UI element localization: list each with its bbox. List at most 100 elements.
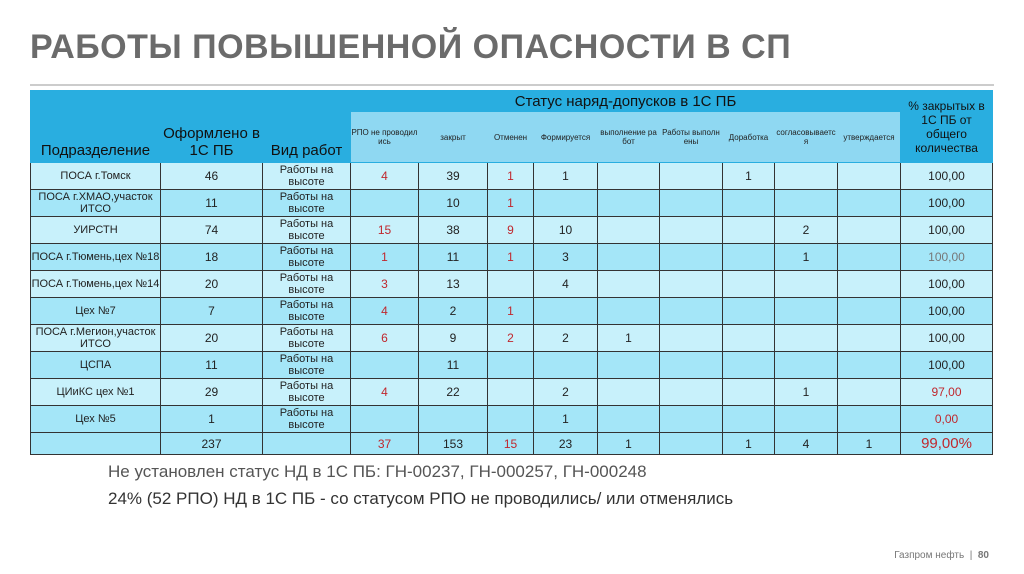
total-row: 237 37 153 15 23 1 1 4 1 99,00%: [30, 432, 994, 455]
status-cell: [597, 297, 660, 325]
status-cell: 1: [722, 162, 775, 190]
percent-cell: 100,00: [900, 216, 994, 244]
table-row: ПОСА г.Тюмень,цех №18 18 Работы на высоте 1…: [30, 243, 994, 271]
status-cell: [597, 378, 660, 406]
permits-table: Подразделение Оформлено в 1С ПБ Вид рабо…: [30, 90, 994, 455]
total-percent-cell: 99,00%: [900, 432, 994, 455]
total-status-cell: 37: [350, 432, 419, 455]
status-cell: 11: [418, 351, 488, 379]
status-cell: 13: [418, 270, 488, 298]
status-cell: [597, 216, 660, 244]
percent-cell: 100,00: [900, 162, 994, 190]
status-cell: 4: [350, 162, 419, 190]
registered-cell: 18: [160, 243, 263, 271]
status-cell: [597, 405, 660, 433]
status-cell: 11: [418, 243, 488, 271]
percent-cell: 100,00: [900, 351, 994, 379]
status-cell: 3: [350, 270, 419, 298]
unit-cell: ПОСА г.Тюмень,цех №14: [30, 270, 161, 298]
status-cell: 22: [418, 378, 488, 406]
status-cell: [597, 351, 660, 379]
work-type-cell: Работы на высоте: [262, 351, 351, 379]
work-type-cell: Работы на высоте: [262, 216, 351, 244]
header-percent: % закрытых в 1С ПБ от общего количества: [900, 90, 994, 163]
total-status-cell: 23: [533, 432, 598, 455]
table-row: Цех №5 1 Работы на высоте 1 0,00: [30, 405, 994, 433]
status-cell: [774, 297, 838, 325]
status-cell: [722, 324, 775, 352]
status-cell: [836, 189, 902, 217]
status-cell: [487, 378, 534, 406]
unit-cell: ПОСА г.Томск: [30, 162, 161, 190]
work-type-cell: Работы на высоте: [262, 270, 351, 298]
total-status-cell: 1: [722, 432, 775, 455]
status-cell: [722, 189, 775, 217]
work-type-cell: Работы на высоте: [262, 243, 351, 271]
status-cell: [836, 378, 902, 406]
status-cell: [659, 405, 723, 433]
percent-cell: 100,00: [900, 243, 994, 271]
status-cell: [836, 270, 902, 298]
unit-cell: ЦСПА: [30, 351, 161, 379]
unit-cell: Цех №7: [30, 297, 161, 325]
header-status-group: Статус наряд-допусков в 1С ПБ: [349, 90, 902, 112]
status-cell: [533, 297, 598, 325]
work-type-cell: Работы на высоте: [262, 324, 351, 352]
registered-cell: 20: [160, 270, 263, 298]
total-status-cell: 1: [597, 432, 660, 455]
status-cell: [418, 405, 488, 433]
status-cell: [722, 297, 775, 325]
status-cell: 9: [487, 216, 534, 244]
unit-cell: ПОСА г.ХМАО,участок ИТСО: [30, 189, 161, 217]
total-registered-cell: 237: [160, 432, 263, 455]
status-cell: 1: [597, 324, 660, 352]
status-cell: 3: [533, 243, 598, 271]
status-cell: [722, 378, 775, 406]
status-cell: [774, 162, 838, 190]
header-status: Формируется: [533, 111, 598, 163]
work-type-cell: Работы на высоте: [262, 189, 351, 217]
status-cell: 1: [774, 378, 838, 406]
status-cell: 6: [350, 324, 419, 352]
total-status-cell: 153: [418, 432, 488, 455]
status-cell: 1: [487, 162, 534, 190]
status-cell: 4: [350, 378, 419, 406]
header-work-type: Вид работ: [262, 90, 351, 163]
summary-note: 24% (52 РПО) НД в 1С ПБ - со статусом РП…: [108, 489, 734, 508]
table-row: ПОСА г.Томск 46 Работы на высоте 4 39 1 1 1 100,…: [30, 162, 994, 190]
page-number: 80: [977, 550, 989, 561]
percent-cell: 100,00: [900, 270, 994, 298]
total-status-cell: 1: [836, 432, 902, 455]
table-row: ЦИиКС цех №1 29 Работы на высоте 4 22 2 1 97,00: [30, 378, 994, 406]
status-cell: [722, 405, 775, 433]
registered-cell: 46: [160, 162, 263, 190]
status-cell: [774, 270, 838, 298]
status-cell: [659, 243, 723, 271]
table-row: Цех №7 7 Работы на высоте 4 2 1 100,00: [30, 297, 994, 325]
status-cell: 1: [533, 405, 598, 433]
status-cell: [597, 189, 660, 217]
table-row: УИРСТН 74 Работы на высоте 15 38 9 10 2 100,00: [30, 216, 994, 244]
status-cell: [836, 405, 902, 433]
status-cell: [659, 378, 723, 406]
status-cell: 2: [774, 216, 838, 244]
header-registered: Оформлено в 1С ПБ: [160, 90, 263, 163]
percent-cell: 100,00: [900, 297, 994, 325]
status-cell: [836, 297, 902, 325]
header-status: согласовывается: [774, 111, 838, 163]
status-cell: [774, 405, 838, 433]
status-cell: 1: [533, 162, 598, 190]
status-cell: [659, 162, 723, 190]
status-cell: [836, 324, 902, 352]
status-cell: [774, 351, 838, 379]
status-cell: [659, 324, 723, 352]
status-cell: [487, 270, 534, 298]
status-cell: [350, 405, 419, 433]
status-cell: 2: [418, 297, 488, 325]
status-cell: 10: [418, 189, 488, 217]
total-status-cell: [659, 432, 723, 455]
status-cell: [836, 216, 902, 244]
unit-cell: Цех №5: [30, 405, 161, 433]
status-cell: [722, 270, 775, 298]
status-cell: [722, 216, 775, 244]
